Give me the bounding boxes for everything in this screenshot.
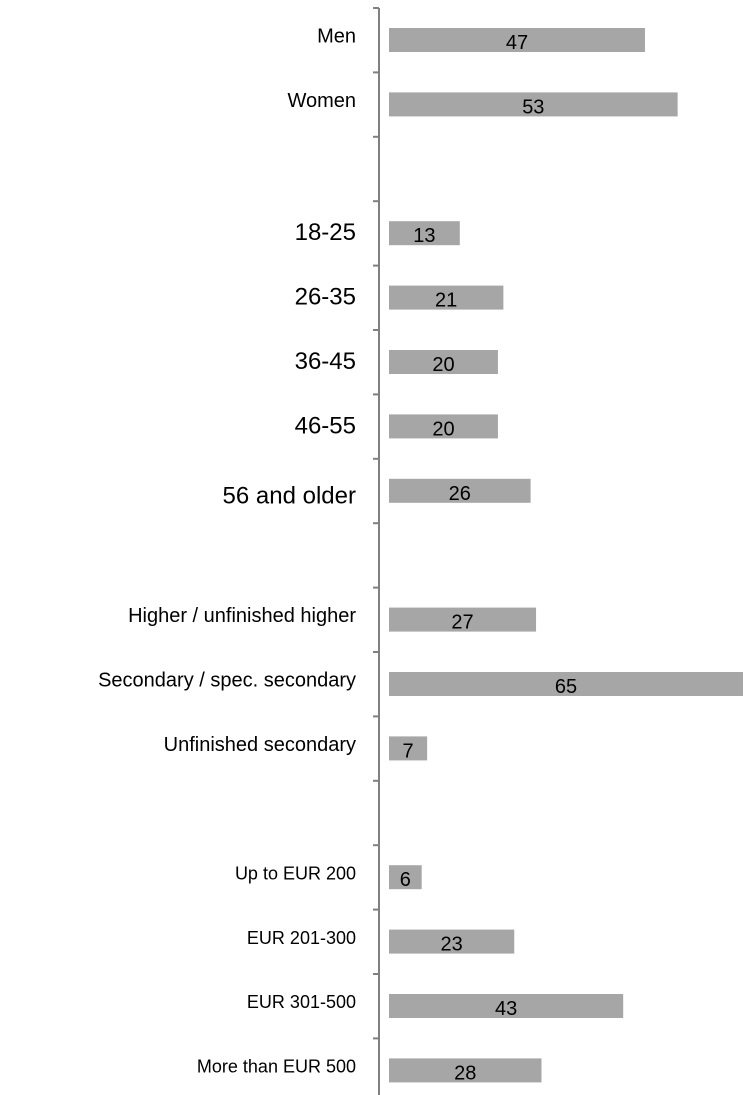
value-label: 26 [449,483,471,505]
bar [389,1058,542,1083]
bar [389,28,645,52]
value-label: 28 [454,1062,476,1084]
category-label: Women [287,90,356,112]
category-labels-layer: Men Women 18-25 26-35 36-45 46-55 56 and older… [98,25,356,1076]
bar [389,929,515,954]
category-label: Unfinished secondary [164,734,356,756]
value-label: 23 [441,934,463,956]
category-label: More than EUR 500 [197,1057,356,1077]
category-axis [373,7,380,1095]
value-label: 7 [402,740,413,762]
value-label: 53 [522,96,544,118]
bar [389,414,498,439]
category-label: 26-35 [295,283,356,310]
category-label: 56 and older [223,483,356,510]
category-label: Men [317,25,356,47]
value-label: 27 [451,612,473,634]
category-label: Up to EUR 200 [235,863,356,883]
value-labels-layer: 47 53 13 21 20 20 26 27 65 7 6 23 43 28 [400,32,577,1084]
value-label: 20 [432,354,454,376]
value-label: 13 [413,225,435,247]
category-label: EUR 201-300 [247,928,356,948]
bar [389,221,460,246]
bars-layer [389,28,743,1083]
category-label: 18-25 [295,219,356,246]
bar [389,865,422,890]
bar [389,92,678,117]
category-label: 46-55 [295,412,356,439]
bar [389,994,624,1018]
category-label: 36-45 [295,348,356,375]
category-label: Higher / unfinished higher [128,605,356,627]
bar [389,478,531,503]
category-label: EUR 301-500 [247,992,356,1012]
bar [389,350,498,374]
value-label: 20 [432,418,454,440]
bar [389,672,743,696]
bar [389,607,537,632]
bar [389,736,428,761]
bar [389,285,504,310]
value-label: 43 [495,998,517,1020]
category-label: Secondary / spec. secondary [98,669,356,691]
value-label: 6 [400,869,411,891]
value-label: 47 [506,32,528,54]
value-label: 21 [435,290,457,312]
value-label: 65 [555,676,577,698]
